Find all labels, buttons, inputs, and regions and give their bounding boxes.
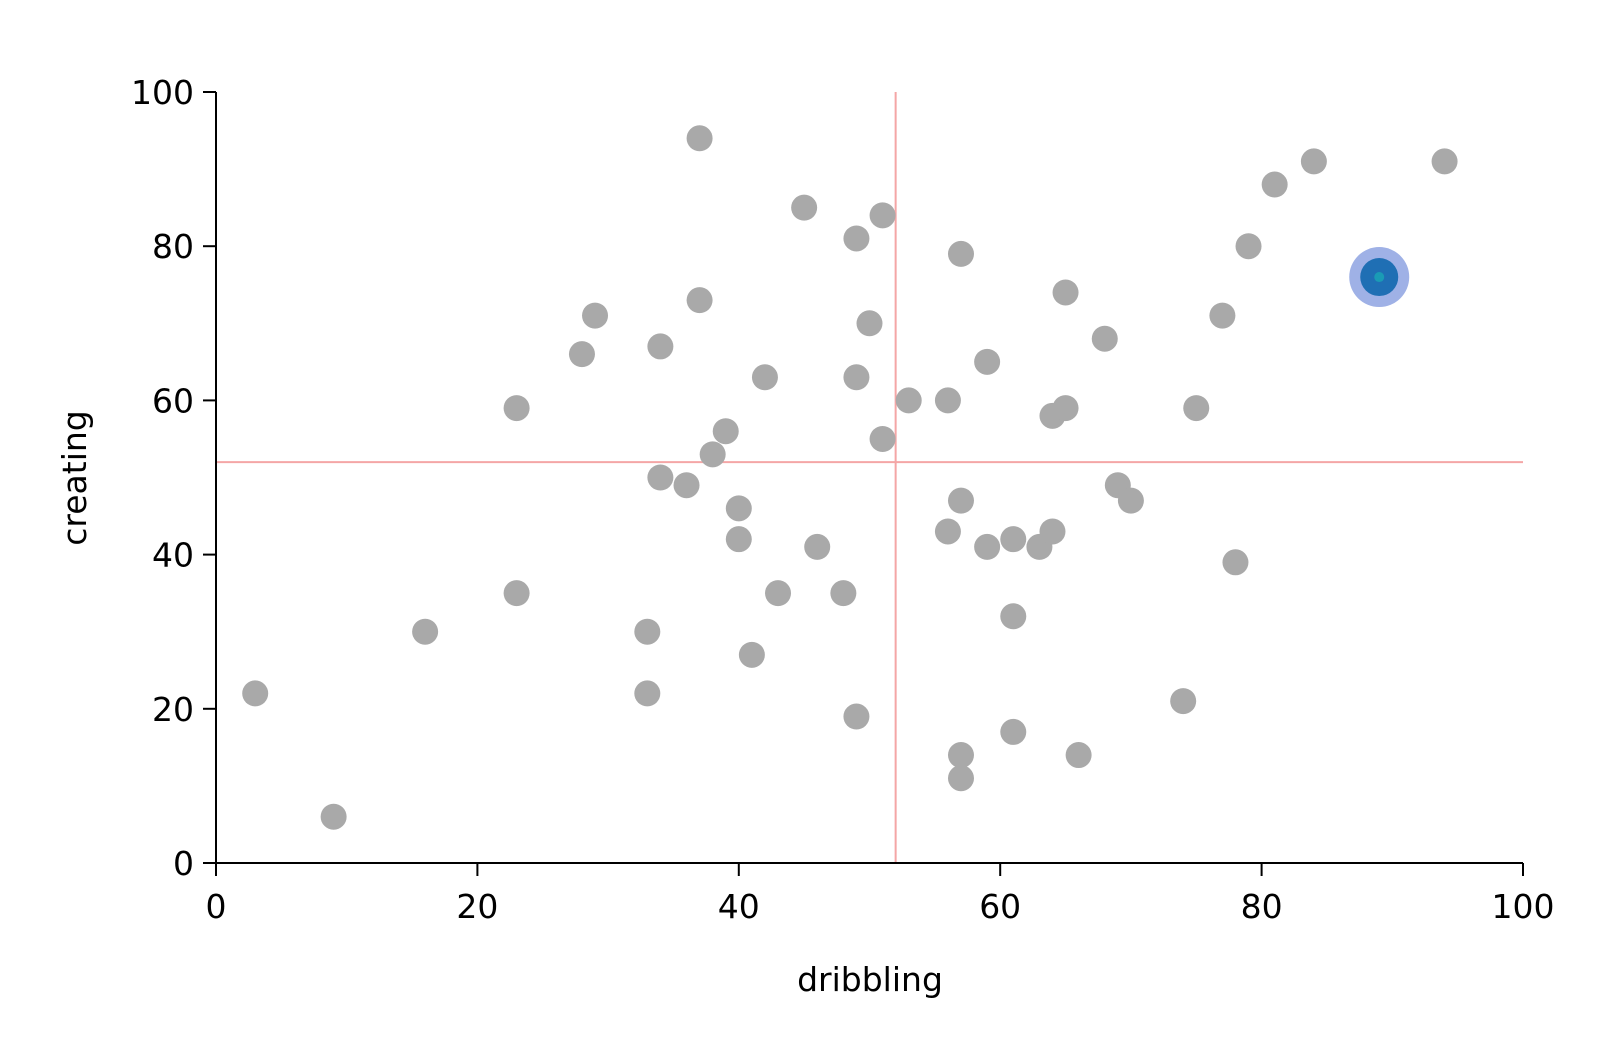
data-point[interactable] — [843, 703, 870, 730]
data-point[interactable] — [242, 680, 269, 707]
y-tick-label: 100 — [131, 73, 194, 112]
y-tick-label: 60 — [152, 381, 194, 420]
data-point[interactable] — [1222, 549, 1249, 576]
data-point[interactable] — [1052, 395, 1079, 422]
data-point[interactable] — [1091, 325, 1118, 352]
y-tick-label: 80 — [152, 227, 194, 266]
data-point[interactable] — [934, 518, 961, 545]
data-point[interactable] — [673, 472, 700, 499]
data-point[interactable] — [1065, 742, 1092, 769]
data-point[interactable] — [1039, 518, 1066, 545]
data-point[interactable] — [1052, 279, 1079, 306]
data-point[interactable] — [503, 395, 530, 422]
data-points — [242, 125, 1458, 830]
data-point[interactable] — [765, 580, 792, 607]
data-point[interactable] — [1117, 487, 1144, 514]
data-point[interactable] — [843, 364, 870, 391]
data-point[interactable] — [712, 418, 739, 445]
data-point[interactable] — [1431, 148, 1458, 175]
y-tick-label: 0 — [173, 844, 194, 883]
data-point[interactable] — [1209, 302, 1236, 329]
data-point[interactable] — [1300, 148, 1327, 175]
data-point[interactable] — [1235, 233, 1262, 260]
x-tick-label: 100 — [1492, 887, 1555, 926]
y-axis-title: creating — [55, 410, 94, 545]
data-point[interactable] — [869, 425, 896, 452]
data-point[interactable] — [1170, 688, 1197, 715]
data-point[interactable] — [738, 641, 765, 668]
x-tick-label: 60 — [979, 887, 1021, 926]
data-point[interactable] — [947, 487, 974, 514]
x-axis-title: dribbling — [797, 960, 943, 999]
data-point[interactable] — [947, 742, 974, 769]
data-point[interactable] — [974, 348, 1001, 375]
y-tick-label: 40 — [152, 536, 194, 575]
data-point[interactable] — [1261, 171, 1288, 198]
reference-lines — [216, 92, 1523, 863]
data-point[interactable] — [725, 526, 752, 553]
data-point[interactable] — [974, 533, 1001, 560]
data-point[interactable] — [1000, 526, 1027, 553]
data-point[interactable] — [503, 580, 530, 607]
data-point[interactable] — [412, 618, 439, 645]
data-point[interactable] — [699, 441, 726, 468]
data-point[interactable] — [686, 287, 713, 314]
x-tick-label: 80 — [1241, 887, 1283, 926]
data-point[interactable] — [843, 225, 870, 252]
data-point[interactable] — [568, 341, 595, 368]
highlighted-point-group[interactable] — [1349, 247, 1410, 308]
data-point[interactable] — [686, 125, 713, 152]
x-tick-label: 20 — [456, 887, 498, 926]
data-point[interactable] — [1000, 603, 1027, 630]
data-point[interactable] — [869, 202, 896, 229]
data-point[interactable] — [582, 302, 609, 329]
x-tick-label: 0 — [206, 887, 227, 926]
data-point[interactable] — [947, 240, 974, 267]
data-point[interactable] — [830, 580, 857, 607]
x-tick-label: 40 — [718, 887, 760, 926]
data-point[interactable] — [751, 364, 778, 391]
data-point[interactable] — [647, 464, 674, 491]
data-point[interactable] — [934, 387, 961, 414]
y-axis-ticks: 0 20 40 60 80 100 — [131, 73, 216, 883]
axes — [215, 92, 1523, 864]
data-point[interactable] — [1000, 718, 1027, 745]
x-axis-ticks: 0 20 40 60 80 100 — [206, 863, 1555, 926]
data-point[interactable] — [634, 680, 661, 707]
highlighted-point-center — [1374, 272, 1385, 283]
data-point[interactable] — [791, 194, 818, 221]
data-point[interactable] — [804, 533, 831, 560]
data-point[interactable] — [1183, 395, 1210, 422]
data-point[interactable] — [725, 495, 752, 522]
data-point[interactable] — [634, 618, 661, 645]
data-point[interactable] — [856, 310, 883, 337]
data-point[interactable] — [895, 387, 922, 414]
data-point[interactable] — [947, 765, 974, 792]
y-tick-label: 20 — [152, 690, 194, 729]
data-point[interactable] — [320, 803, 347, 830]
data-point[interactable] — [647, 333, 674, 360]
